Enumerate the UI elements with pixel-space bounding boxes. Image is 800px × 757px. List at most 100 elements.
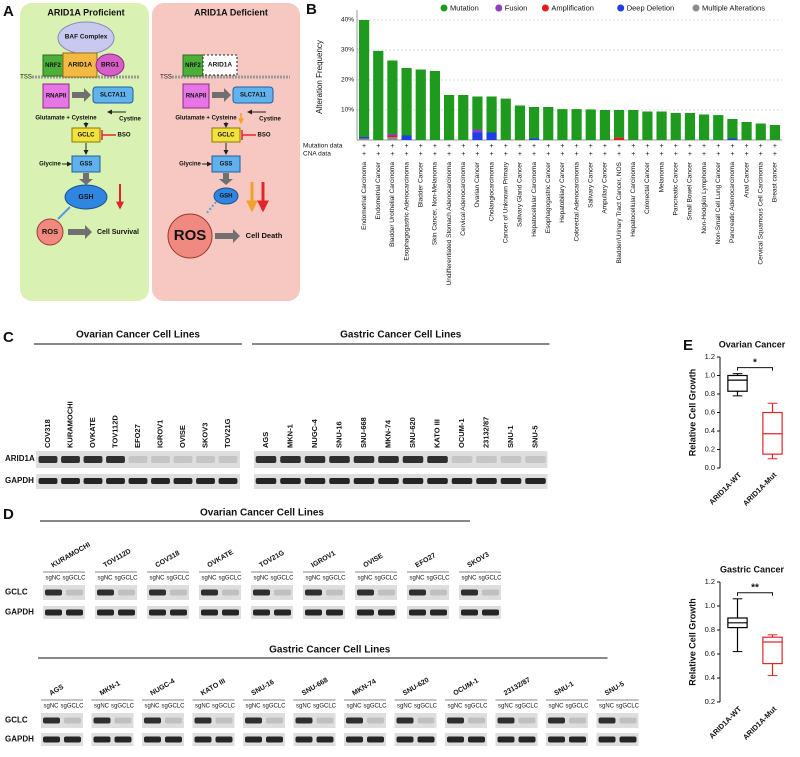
y-tick-label: 1.0 (705, 370, 715, 379)
slc7a11-box (232, 86, 274, 104)
row-marker: + (447, 151, 451, 158)
bar-segment (486, 96, 497, 133)
blot-strip (254, 474, 548, 489)
line-label: 23132/87 (503, 677, 532, 698)
line-label: AGS (48, 684, 65, 698)
arrow (215, 229, 240, 243)
x-tick-label: Breast cancer (772, 161, 779, 202)
band (274, 589, 291, 596)
condition-label: sgGCLC (478, 576, 502, 582)
band (280, 478, 301, 484)
bar-segment (415, 69, 426, 140)
row-marker: + (405, 143, 409, 150)
blot-title: Gastric Cancer Cell Lines (269, 645, 391, 656)
rnapii-box (182, 83, 210, 109)
row-label: GCLC (5, 716, 28, 725)
blot-strip (546, 733, 588, 746)
row-marker: + (390, 151, 394, 158)
line-label: EFO27 (414, 552, 437, 569)
row-label: GAPDH (5, 608, 34, 617)
bar-segment (727, 119, 738, 139)
band (326, 589, 343, 596)
bar-segment (698, 114, 710, 140)
row-marker: + (490, 143, 494, 150)
diagram-label: Glutamate + Cysteine (35, 116, 97, 122)
row-marker: + (390, 143, 394, 150)
band (196, 478, 215, 484)
bar-segment (373, 50, 384, 140)
y-tick-label: 20% (341, 77, 354, 84)
blot-strip (459, 585, 501, 600)
bar-segment (713, 115, 724, 140)
band (548, 736, 565, 743)
band (316, 736, 334, 743)
diagram-label: ARID1A Deficient (194, 7, 268, 17)
band (253, 589, 270, 596)
band (518, 736, 536, 743)
band (430, 609, 447, 616)
condition-label: sgNC (409, 576, 425, 582)
x-tick-label: Cancer of Unknown Primary (502, 161, 509, 243)
x-tick-label: Melanoma (658, 162, 665, 193)
band (569, 717, 586, 724)
band (304, 478, 326, 484)
band (170, 589, 187, 596)
blot-strip (147, 606, 189, 619)
band (97, 609, 114, 616)
bar-segment (613, 137, 625, 140)
blot-strip (344, 713, 386, 728)
x-tick-label: Salivary Gland Cancer (517, 161, 524, 227)
row-marker: + (461, 151, 465, 158)
arid1a-box (202, 54, 238, 76)
row-marker: + (504, 151, 508, 158)
band (500, 478, 522, 484)
lane-label: MKN-74 (383, 419, 392, 448)
line-label: SNU-620 (402, 677, 431, 698)
x-tick-label: ARID1A-WT (707, 704, 743, 740)
gss-box (211, 155, 241, 173)
band (326, 609, 343, 616)
row-marker: + (589, 143, 593, 150)
band (149, 589, 166, 596)
bar-segment (387, 60, 398, 134)
row-marker: + (773, 143, 777, 150)
band (83, 478, 103, 484)
panel-label: A (3, 3, 14, 20)
band (396, 736, 414, 743)
band (468, 736, 485, 743)
line-label: NUGC-4 (149, 678, 176, 698)
lane-label: AGS (261, 432, 270, 448)
x-tick-label: Esophagogastric Adenocarcinoma (403, 162, 410, 261)
bar-segment (387, 134, 398, 136)
x-tick-label: Hepatocellular Carcinoma (531, 162, 538, 237)
y-tick-label: 0.4 (705, 426, 715, 435)
blot-strip (546, 713, 588, 728)
band (93, 717, 111, 724)
bar-segment (769, 125, 781, 140)
y-tick-label: 0.8 (705, 625, 715, 634)
diagram-label: ARID1A (208, 62, 233, 69)
condition-label: sgGCLC (262, 704, 286, 710)
condition-label: sgNC (94, 704, 110, 710)
row-marker: + (603, 151, 607, 158)
diagram-label: RNAPII (46, 94, 67, 100)
gss-box (71, 155, 101, 173)
band (497, 717, 515, 724)
ros (36, 218, 64, 246)
line-label: TOV112D (102, 548, 132, 569)
diagram-label: GCLC (78, 133, 96, 139)
inhibit (205, 201, 217, 215)
y-axis-label: Relative Cell Growth (687, 369, 697, 457)
diagram-label: GSH (219, 194, 232, 200)
blot-strip (43, 606, 85, 619)
inhibit (57, 206, 71, 220)
y-tick-label: 0.6 (705, 649, 715, 658)
condition-label: sgNC (97, 576, 113, 582)
band (304, 456, 326, 463)
lane-label: SNU-668 (359, 417, 368, 448)
band (173, 478, 193, 484)
gsh (64, 184, 108, 210)
diagram-label: SLC7A11 (240, 93, 267, 99)
line-label: MKN-74 (351, 678, 377, 697)
row-label: GCLC (5, 588, 28, 597)
